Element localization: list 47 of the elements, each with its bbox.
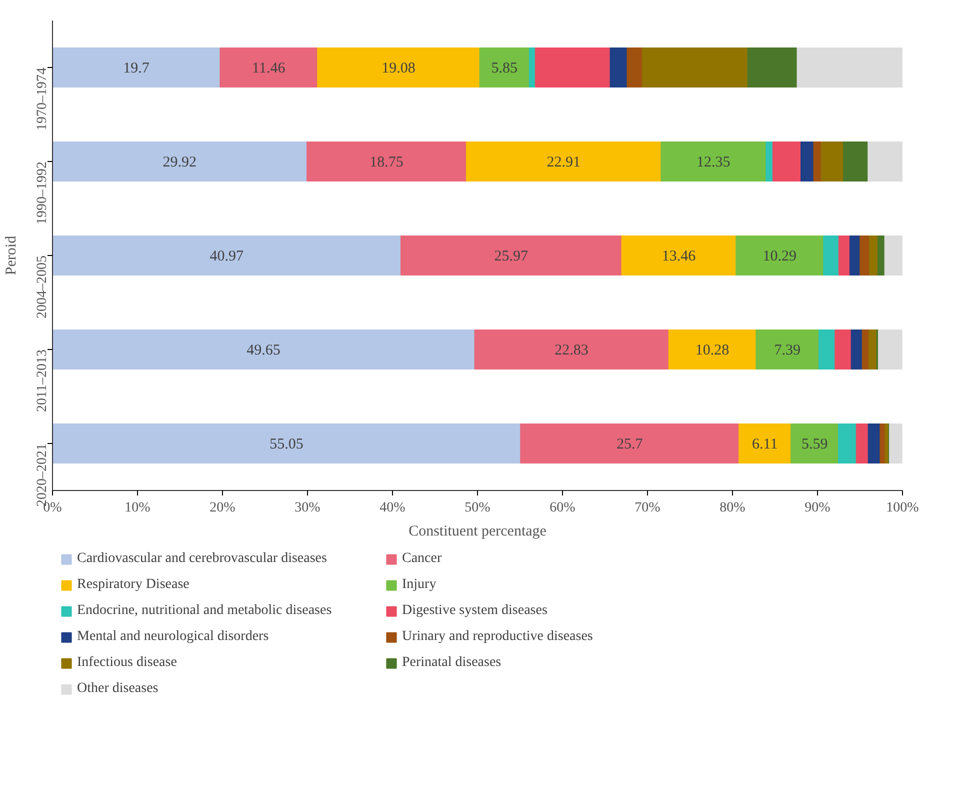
- x-tick-label: 20%: [210, 500, 236, 516]
- data-label: 18.75: [370, 154, 404, 170]
- legend-label: Infectious disease: [77, 654, 178, 672]
- y-tick-label: 2011–2013: [35, 349, 50, 412]
- x-tick-label: 70%: [634, 500, 661, 516]
- y-tick-label: 1970–1974: [35, 68, 50, 130]
- legend-label: Endocrine, nutritional and metabolic diseases: [77, 602, 333, 620]
- data-label: 11.46: [252, 60, 286, 76]
- legend-label: Cardiovascular and cerebrovascular diseases: [77, 550, 328, 568]
- data-label: 49.65: [246, 342, 280, 358]
- x-tick-label: 50%: [464, 500, 491, 516]
- legend-label: Mental and neurological disorders: [77, 628, 270, 646]
- x-tick-label: 60%: [550, 500, 576, 516]
- legend-label: Respiratory Disease: [77, 576, 190, 594]
- y-tick-label: 2004–2005: [35, 256, 50, 318]
- data-label: 22.83: [554, 342, 588, 358]
- y-tick-label: 1990–1992: [35, 162, 50, 224]
- data-label: 25.7: [616, 436, 644, 452]
- x-tick-label: 10%: [124, 500, 151, 516]
- x-axis-title: Constituent percentage: [408, 524, 547, 540]
- data-label: 40.97: [210, 248, 244, 264]
- legend-label: Other diseases: [77, 680, 160, 698]
- data-label: 12.35: [696, 154, 730, 170]
- data-label: 5.85: [491, 60, 518, 76]
- data-label: 19.08: [382, 60, 416, 76]
- data-label: 25.97: [494, 248, 528, 264]
- legend-label: Digestive system diseases: [402, 602, 548, 620]
- legend-label: Cancer: [402, 550, 443, 568]
- data-label: 13.46: [662, 248, 696, 264]
- data-label: 6.11: [752, 436, 778, 452]
- data-label: 10.28: [695, 342, 730, 358]
- x-tick-label: 30%: [294, 500, 321, 516]
- data-label: 29.92: [162, 154, 197, 170]
- data-label: 22.91: [546, 154, 580, 170]
- legend-label: Urinary and reproductive diseases: [402, 628, 594, 646]
- y-axis-title: Peroid: [4, 235, 20, 276]
- x-tick-label: 100%: [886, 500, 920, 516]
- x-tick-label: 80%: [720, 500, 746, 516]
- data-label: 5.59: [801, 436, 828, 452]
- x-tick-label: 40%: [380, 500, 406, 516]
- data-label: 10.29: [762, 248, 797, 264]
- data-label: 19.7: [123, 60, 150, 76]
- data-label: 55.05: [270, 436, 304, 452]
- legend-label: Perinatal diseases: [402, 654, 502, 672]
- x-tick-label: 90%: [804, 500, 831, 516]
- data-label: 7.39: [774, 342, 800, 358]
- legend-label: Injury: [402, 576, 438, 594]
